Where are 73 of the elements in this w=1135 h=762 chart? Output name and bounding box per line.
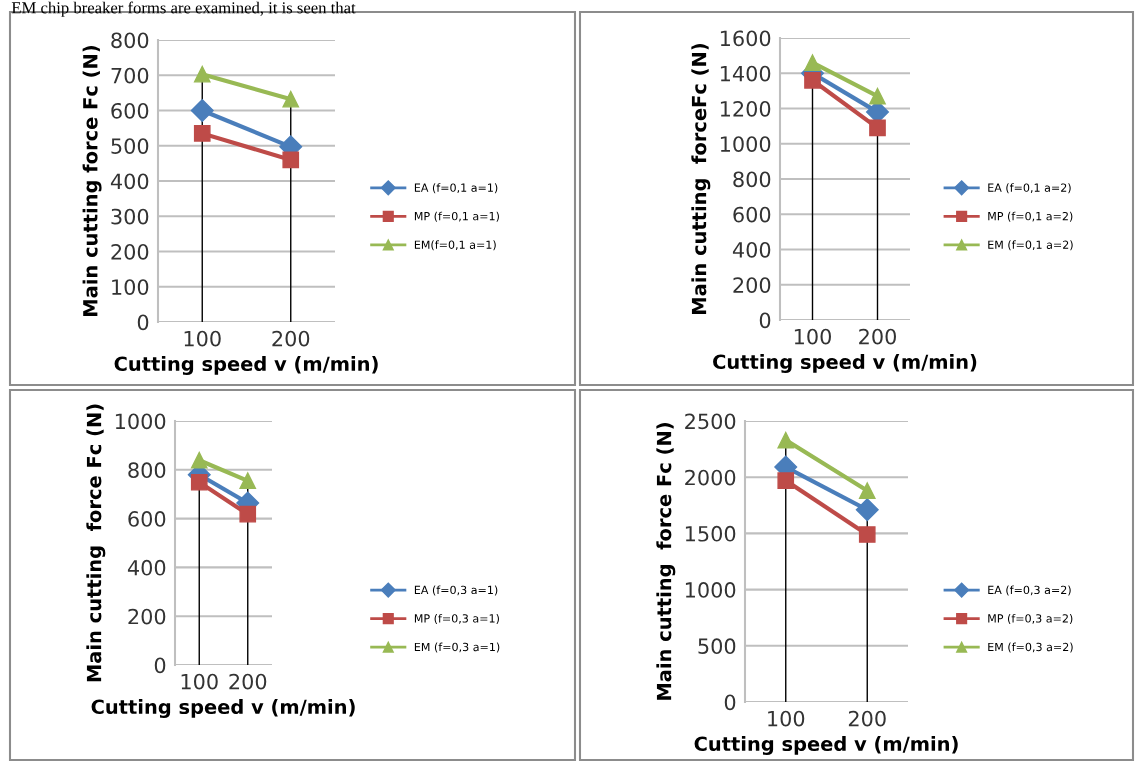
y-tick-label: 300 [111, 208, 149, 225]
y-tick-label: 700 [111, 67, 149, 84]
legend-label: MP (f=0,1 a=1) [414, 211, 499, 222]
y-axis-title: Main cutting force Fc (N) [86, 404, 106, 682]
x-tick-label: 200 [272, 330, 310, 347]
legend-label: MP (f=0,1 a=2) [988, 211, 1073, 222]
x-axis-title: Cutting speed v (m/min) [114, 356, 378, 376]
point [239, 505, 257, 523]
y-tick-label: 500 [698, 638, 736, 655]
y-tick-label: 400 [110, 173, 149, 190]
y-tick-label: 200 [111, 243, 149, 260]
point [193, 65, 211, 83]
x-tick-label: 100 [794, 328, 831, 345]
point [190, 451, 208, 469]
point [858, 482, 876, 500]
legend-label: EM(f=0,1 a=1) [414, 240, 496, 251]
point [855, 498, 879, 522]
point [804, 71, 821, 89]
y-tick-label: 1500 [685, 525, 736, 542]
point [282, 151, 300, 169]
point [193, 125, 211, 142]
legend-label: EA (f=0,3 a=2) [988, 585, 1071, 596]
point [282, 90, 300, 108]
y-tick-label: 800 [111, 32, 149, 49]
y-tick-label: 2500 [685, 413, 736, 430]
y-tick-label: 600 [128, 511, 166, 527]
x-axis-title: Cutting speed v (m/min) [713, 354, 977, 374]
y-tick-label: 2000 [685, 469, 736, 486]
legend-label: EM (f=0,1 a=2) [988, 240, 1073, 251]
legend-label: MP (f=0,3 a=2) [988, 614, 1073, 624]
point [858, 526, 876, 543]
y-tick-label: 1200 [720, 100, 771, 117]
y-tick-label: 500 [111, 138, 149, 154]
point [777, 431, 795, 449]
legend-label: EM (f=0,3 a=1) [414, 642, 500, 653]
y-tick-label: 0 [759, 312, 771, 329]
y-tick-label: 600 [733, 206, 771, 223]
point [190, 473, 208, 491]
point [777, 472, 795, 489]
y-tick-label: 0 [137, 314, 149, 331]
point [869, 119, 886, 137]
y-tick-label: 400 [732, 241, 771, 258]
x-tick-label: 100 [184, 330, 221, 347]
point [869, 87, 886, 105]
y-tick-label: 200 [128, 608, 166, 625]
y-axis-title: Main cutting force Fc (N) [82, 45, 102, 316]
point [190, 99, 214, 122]
legend-label: MP (f=0,3 a=1) [414, 614, 499, 624]
x-axis-title: Cutting speed v (m/min) [91, 699, 355, 719]
legend-label: EA (f=0,3 a=1) [414, 585, 498, 596]
y-tick-label: 200 [733, 277, 771, 293]
y-tick-label: 800 [128, 462, 166, 479]
y-axis-title: Main cutting forceFc (N) [691, 43, 711, 314]
point [239, 472, 257, 490]
x-tick-label: 200 [859, 328, 896, 345]
y-tick-label: 600 [111, 102, 149, 119]
y-tick-label: 0 [154, 657, 166, 674]
x-axis-title: Cutting speed v (m/min) [694, 736, 958, 756]
y-tick-label: 1600 [720, 30, 771, 47]
text: EM chip breaker forms are examined, it is seen that [11, 1, 356, 17]
y-tick-label: 1000 [115, 413, 166, 430]
point [804, 54, 821, 72]
y-tick-label: 1000 [720, 136, 771, 152]
legend-label: EM (f=0,3 a=2) [988, 642, 1073, 653]
y-tick-label: 800 [733, 171, 771, 188]
y-tick-label: 1400 [720, 65, 771, 82]
legend-label: EA (f=0,1 a=1) [414, 183, 498, 194]
y-tick-label: 400 [127, 559, 166, 576]
y-tick-label: 100 [112, 279, 149, 295]
legend-label: EA (f=0,1 a=2) [988, 183, 1071, 194]
y-axis-title: Main cutting force Fc (N) [656, 423, 676, 700]
y-tick-label: 1000 [685, 582, 736, 598]
y-tick-label: 0 [724, 694, 736, 711]
